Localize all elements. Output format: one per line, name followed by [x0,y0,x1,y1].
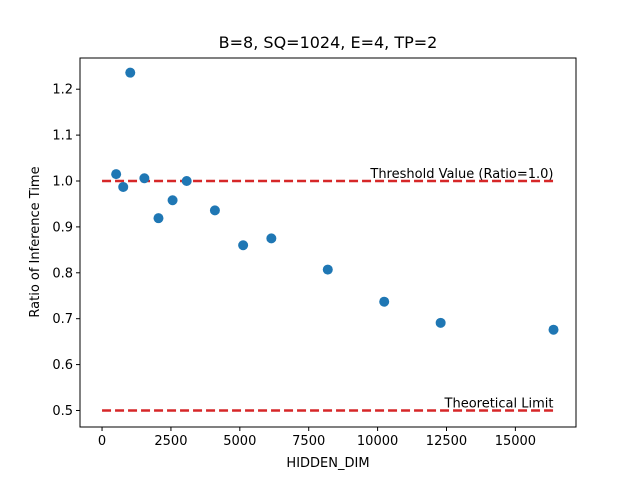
reference-line-label: Theoretical Limit [444,396,554,411]
data-point [139,173,150,184]
y-axis: 0.5 0.6 0.7 0.8 0.9 1.0 1.1 1.2 [52,83,80,419]
y-tick-label: 0.8 [52,266,73,281]
x-tick-label: 0 [98,434,106,449]
y-axis-label: Ratio of Inference Time [28,166,43,317]
data-point [111,169,122,180]
x-axis-label: HIDDEN_DIM [286,456,369,471]
data-point [322,264,333,275]
y-tick-label: 0.5 [52,404,73,419]
x-tick-label: 15000 [495,434,536,449]
chart-title: B=8, SQ=1024, E=4, TP=2 [219,33,438,52]
data-point [266,233,277,244]
y-tick-label: 1.0 [52,175,73,190]
plot-area: Threshold Value (Ratio=1.0) Theoretical L… [102,67,559,412]
y-tick-label: 0.7 [52,312,73,327]
reference-line-label: Threshold Value (Ratio=1.0) [369,167,553,182]
data-point [153,213,164,224]
data-point [125,67,136,78]
y-tick-label: 0.9 [52,220,73,235]
data-point [379,296,390,307]
x-tick-label: 2500 [154,434,187,449]
data-point [167,195,178,206]
data-point [238,240,249,251]
x-tick-label: 10000 [357,434,398,449]
y-tick-label: 0.6 [52,358,73,373]
y-tick-label: 1.2 [52,83,73,98]
x-tick-label: 7500 [292,434,325,449]
data-point [548,324,559,335]
data-point [118,181,129,192]
data-point [209,205,220,216]
x-axis: 0 2500 5000 7500 10000 12500 15000 [98,427,536,449]
x-tick-label: 12500 [426,434,467,449]
data-point [181,176,192,186]
plot-frame [79,57,577,428]
data-point [435,317,446,328]
x-tick-label: 5000 [223,434,256,449]
y-tick-label: 1.1 [52,129,73,144]
